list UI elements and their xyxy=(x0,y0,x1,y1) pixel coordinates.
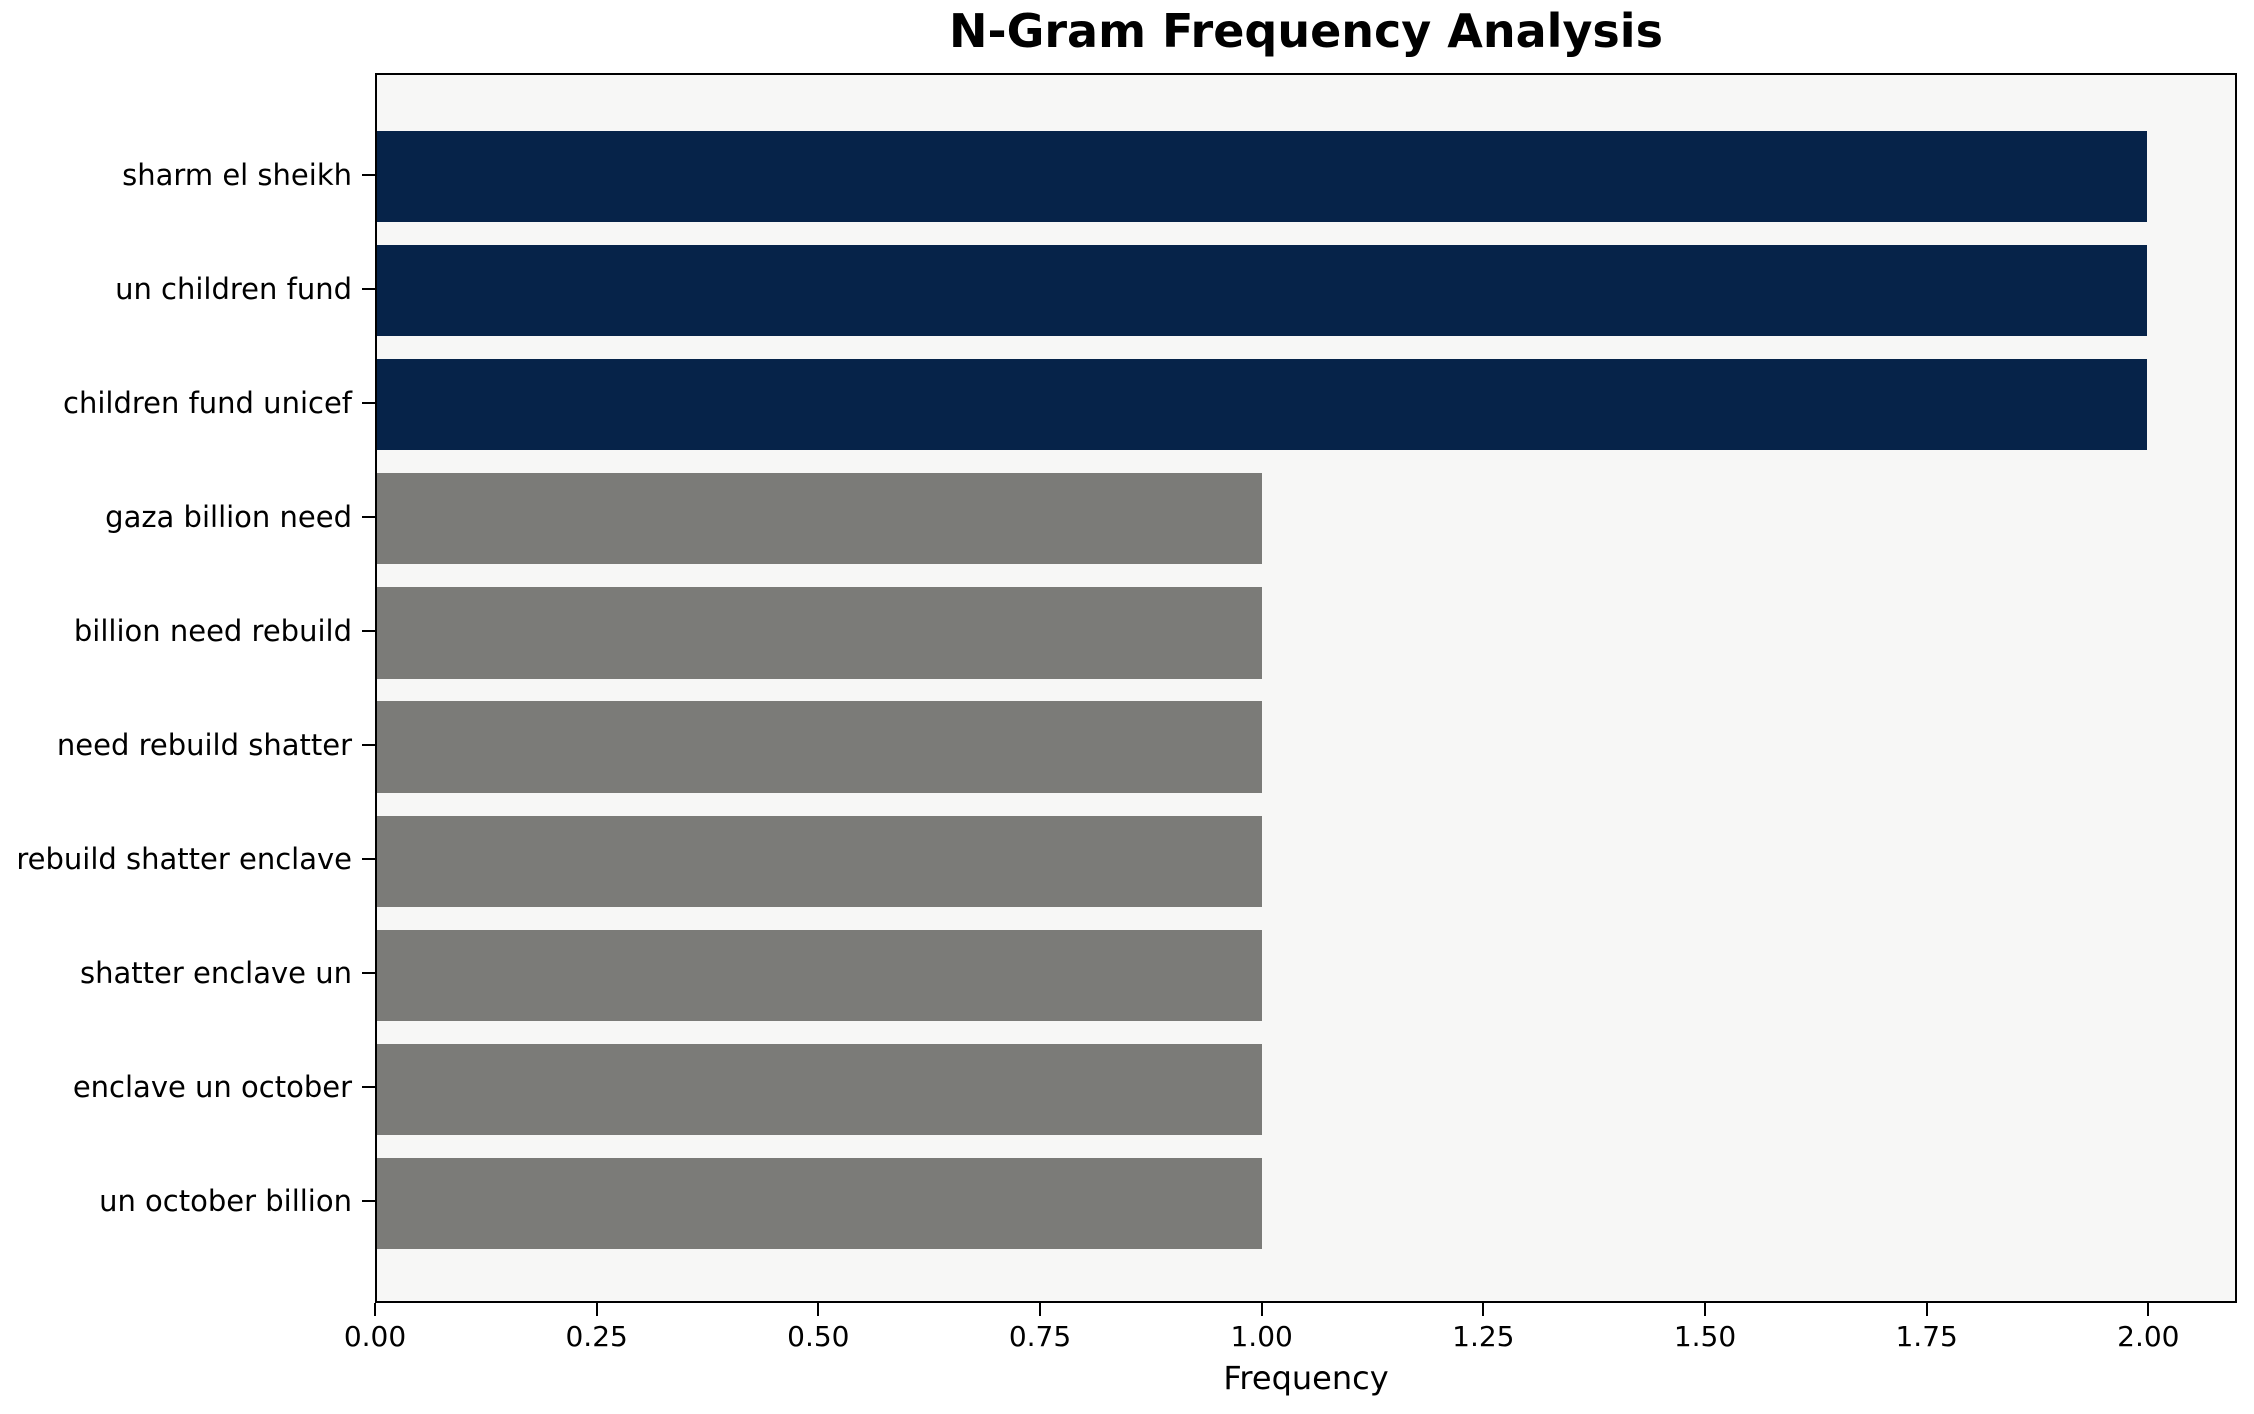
y-tick-mark xyxy=(362,858,375,861)
bar-shatter-enclave-un xyxy=(377,929,1262,1021)
x-tick-mark xyxy=(1039,1303,1041,1316)
bar-billion-need-rebuild xyxy=(377,587,1262,679)
bar-rebuild-shatter-enclave xyxy=(377,815,1262,907)
bar-sharm-el-sheikh xyxy=(377,130,2147,223)
y-label-need-rebuild-shatter: need rebuild shatter xyxy=(56,728,352,763)
y-axis-labels: sharm el sheikh un children fund children … xyxy=(0,73,352,1303)
x-tick-label: 0.25 xyxy=(565,1320,628,1353)
bar-need-rebuild-shatter xyxy=(377,701,1262,793)
y-label-gaza-billion-need: gaza billion need xyxy=(105,499,352,534)
y-label-shatter-enclave-un: shatter enclave un xyxy=(80,956,352,991)
x-tick-mark xyxy=(1925,1303,1928,1316)
bar-un-children-fund xyxy=(377,245,2147,337)
x-tick-label: 2.00 xyxy=(2117,1320,2180,1353)
y-label-billion-need-rebuild: billion need rebuild xyxy=(73,613,352,648)
chart-title: N-Gram Frequency Analysis xyxy=(949,4,1663,58)
x-tick-mark xyxy=(817,1303,820,1316)
x-tick-label: 1.50 xyxy=(1673,1320,1737,1353)
x-axis-title: Frequency xyxy=(1223,1359,1389,1397)
y-tick-mark xyxy=(362,1086,375,1089)
y-label-rebuild-shatter-enclave: rebuild shatter enclave xyxy=(16,842,352,877)
x-tick-label: 1.75 xyxy=(1895,1320,1958,1353)
x-tick-label: 1.25 xyxy=(1452,1320,1515,1353)
y-label-un-children-fund: un children fund xyxy=(115,271,352,306)
x-tick-mark xyxy=(2147,1303,2150,1316)
y-tick-mark xyxy=(362,173,375,176)
y-tick-mark xyxy=(362,972,375,975)
y-label-un-october-billion: un october billion xyxy=(99,1184,352,1219)
x-tick-mark xyxy=(1260,1303,1263,1316)
x-tick-label: 0.00 xyxy=(343,1320,407,1353)
y-tick-mark xyxy=(362,401,375,404)
bar-un-october-billion xyxy=(377,1157,1262,1250)
y-label-enclave-un-october: enclave un october xyxy=(72,1070,352,1105)
x-tick-mark xyxy=(374,1303,376,1316)
x-tick-label: 1.00 xyxy=(1230,1320,1293,1353)
x-tick-label: 0.50 xyxy=(787,1320,850,1353)
bar-children-fund-unicef xyxy=(377,359,2147,451)
plot-area xyxy=(375,73,2237,1303)
x-tick-label: 0.75 xyxy=(1008,1320,1072,1353)
x-tick-mark xyxy=(1482,1303,1485,1316)
y-label-sharm-el-sheikh: sharm el sheikh xyxy=(122,157,352,192)
bar-enclave-un-october xyxy=(377,1043,1262,1135)
y-label-children-fund-unicef: children fund unicef xyxy=(63,385,352,420)
y-tick-mark xyxy=(362,515,375,518)
y-tick-mark xyxy=(362,1200,375,1203)
y-tick-mark xyxy=(362,744,375,747)
x-tick-mark xyxy=(595,1303,598,1316)
bar-gaza-billion-need xyxy=(377,473,1262,565)
y-tick-mark xyxy=(362,629,375,632)
x-tick-mark xyxy=(1704,1303,1706,1316)
y-tick-mark xyxy=(362,287,375,290)
